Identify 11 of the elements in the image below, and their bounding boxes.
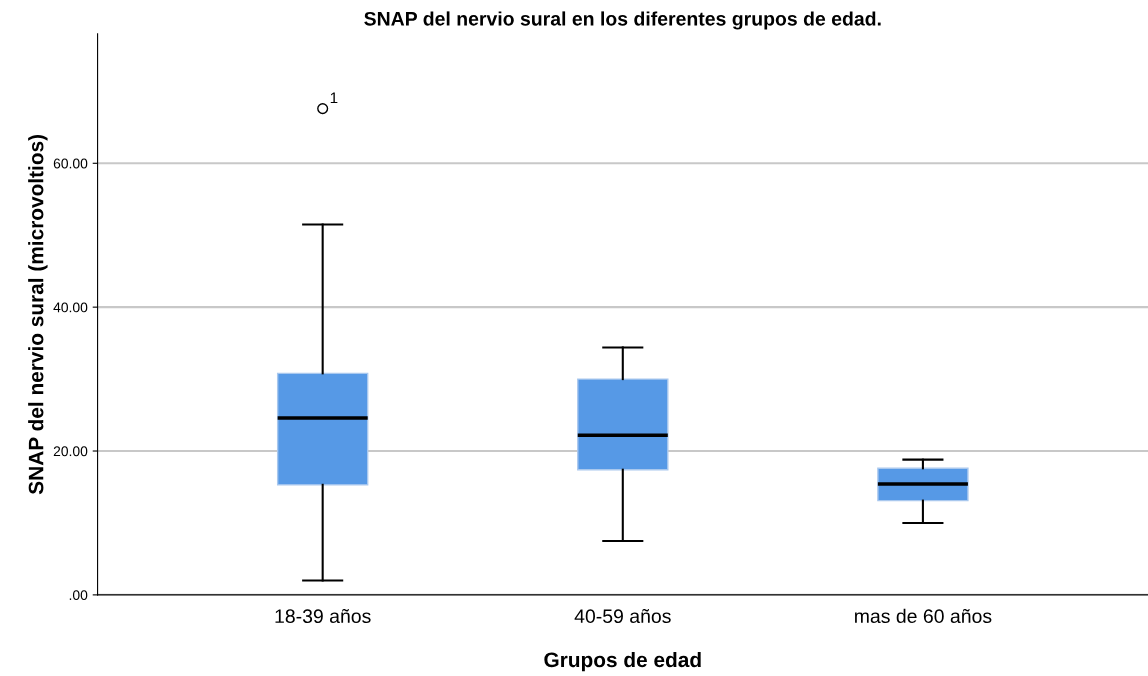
chart-title: SNAP del nervio sural en los diferentes grupos de edad. bbox=[364, 11, 881, 30]
y-tick-label: 20.00 bbox=[53, 446, 88, 457]
x-tick-label: 40-59 años bbox=[574, 608, 671, 624]
y-tick-label: 40.00 bbox=[53, 302, 88, 313]
x-tick-label: mas de 60 años bbox=[855, 608, 992, 624]
y-tick-label: 60.00 bbox=[53, 158, 88, 169]
y-tick-label: .00 bbox=[69, 590, 88, 601]
annotation: 1 bbox=[330, 92, 338, 104]
x-tick-label: 18-39 años bbox=[275, 608, 371, 624]
x-axis-title: Grupos de edad bbox=[544, 651, 701, 672]
y-axis-title: SNAP del nervio sural (microvoltios) bbox=[28, 134, 48, 495]
